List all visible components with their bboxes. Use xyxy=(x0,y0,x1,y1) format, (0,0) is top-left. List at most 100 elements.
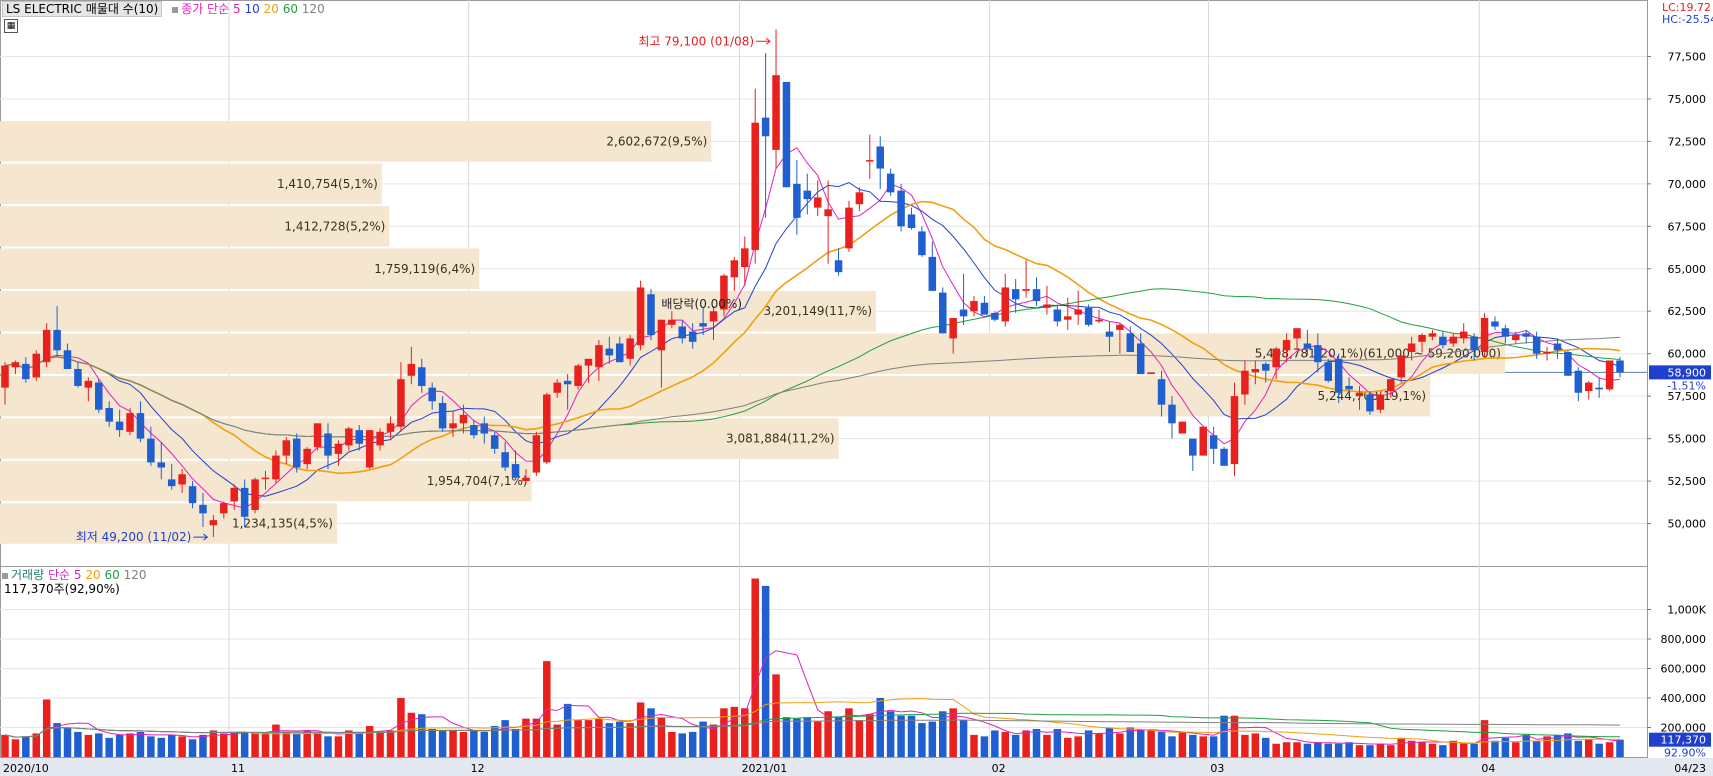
volume-bar xyxy=(1439,745,1447,757)
candle-body xyxy=(938,292,947,334)
volume-bar xyxy=(1136,728,1145,757)
candle-body xyxy=(1199,426,1207,456)
candle-body xyxy=(595,345,603,368)
candle-body xyxy=(178,474,186,485)
current-price-label: 58,900 xyxy=(1668,366,1707,379)
volume-bar xyxy=(1334,743,1343,757)
volume-bar xyxy=(1241,734,1249,757)
candle-body xyxy=(272,455,280,480)
volume-bar xyxy=(1387,745,1395,757)
volume-bar xyxy=(1,734,9,757)
current-change-label: -1.51% xyxy=(1667,379,1706,392)
volume-bar xyxy=(1116,733,1124,757)
volume-bar xyxy=(147,736,155,757)
volume-bar xyxy=(980,736,989,757)
volume-bar xyxy=(647,708,655,757)
volume-bar xyxy=(313,733,322,757)
candle-body xyxy=(1470,336,1478,351)
volume-bar xyxy=(157,737,166,757)
volume-profile-bar xyxy=(0,163,382,205)
volume-profile-label: 3,201,149(11,7%) xyxy=(763,304,872,318)
volume-bar xyxy=(209,730,218,757)
hc-value: HC:-25.54 xyxy=(1662,13,1713,26)
table-grid-icon[interactable]: ▦ xyxy=(4,19,18,33)
price-tick-label: 67,500 xyxy=(1668,220,1707,233)
volume-profile-label: 1,759,119(6,4%) xyxy=(374,262,475,276)
volume-bar xyxy=(1522,734,1530,757)
ma10-line xyxy=(4,181,1621,497)
candle-body xyxy=(136,413,145,439)
volume-bar xyxy=(1272,743,1280,757)
volume-bar xyxy=(1366,745,1374,757)
volume-bar xyxy=(251,733,259,757)
candle-body xyxy=(230,487,238,502)
candle-body xyxy=(1564,351,1572,376)
volume-bar xyxy=(1126,727,1135,757)
price-tick-label: 75,000 xyxy=(1668,93,1707,106)
candle-body xyxy=(1491,321,1499,327)
candle-body xyxy=(928,256,937,291)
candle-body xyxy=(147,438,155,463)
candle-body xyxy=(292,438,301,468)
price-tick-label: 60,000 xyxy=(1668,348,1707,361)
high-arrow-icon xyxy=(756,37,771,45)
volume-bar xyxy=(803,717,812,757)
ma10-legend: 10 xyxy=(244,2,260,16)
candle-body xyxy=(1241,370,1249,395)
candle-body xyxy=(438,402,447,429)
candle-body xyxy=(678,326,687,339)
candle-body xyxy=(282,440,291,456)
candle-body xyxy=(376,431,384,446)
candle-body xyxy=(574,365,582,386)
volume-bar xyxy=(855,720,864,757)
lc-value: LC:19.72 xyxy=(1662,1,1712,14)
candle-body xyxy=(1459,331,1468,339)
price-tick-label: 55,000 xyxy=(1668,433,1707,446)
volume-bar xyxy=(501,720,509,757)
candle-body xyxy=(126,413,134,432)
volume-profile-bar xyxy=(0,375,1431,417)
date-tick-label: 04 xyxy=(1481,762,1495,775)
volume-bar xyxy=(1168,736,1176,757)
volume-bar xyxy=(657,717,666,757)
volume-bar xyxy=(605,723,614,757)
volume-bar xyxy=(730,706,739,757)
current-volume-box xyxy=(1649,732,1711,747)
volume-profile-label: 5,498,781(20,1%)(61,000 ~ 59,200,000) xyxy=(1255,347,1501,361)
volume-ma20-line xyxy=(4,698,1621,744)
candle-body xyxy=(1314,345,1322,363)
price-legend: LS ELECTRIC 매물대 수(10) 종가 단순 5 10 20 60 1… xyxy=(2,1,325,17)
candle-body xyxy=(324,433,332,456)
candle-body xyxy=(1355,392,1364,397)
candle-body xyxy=(1189,438,1197,456)
candle-body xyxy=(688,331,697,342)
date-tick-label: 2020/10 xyxy=(3,762,49,775)
volume-bar xyxy=(1095,733,1103,757)
vol-ma5-legend: 5 xyxy=(73,568,82,582)
candle-body xyxy=(834,260,843,273)
volume-bar xyxy=(365,726,374,757)
volume-bar xyxy=(1189,734,1197,757)
candle-body xyxy=(386,423,395,432)
volume-bar xyxy=(782,717,791,757)
candle-body xyxy=(1605,360,1614,390)
indicator-title[interactable]: LS ELECTRIC 매물대 수(10) xyxy=(2,1,163,17)
volume-bar xyxy=(813,721,822,757)
volume-profile-bar xyxy=(0,248,480,289)
candle-body xyxy=(428,387,436,402)
candle-body xyxy=(1022,289,1030,291)
candle-body xyxy=(1543,351,1551,354)
candle-body xyxy=(970,301,978,312)
volume-bar xyxy=(1564,733,1572,757)
volume-bar xyxy=(636,702,645,757)
candle-body xyxy=(1407,343,1416,352)
volume-bar xyxy=(615,721,624,757)
candle-body xyxy=(824,209,832,217)
ma5-legend: 5 xyxy=(233,2,241,16)
ma120-legend: 120 xyxy=(301,2,325,16)
volume-bar xyxy=(532,718,541,757)
volume-bar xyxy=(688,731,697,757)
volume-ma120-line xyxy=(4,719,1621,738)
candle-body xyxy=(741,248,749,268)
candle-body xyxy=(1147,372,1155,375)
